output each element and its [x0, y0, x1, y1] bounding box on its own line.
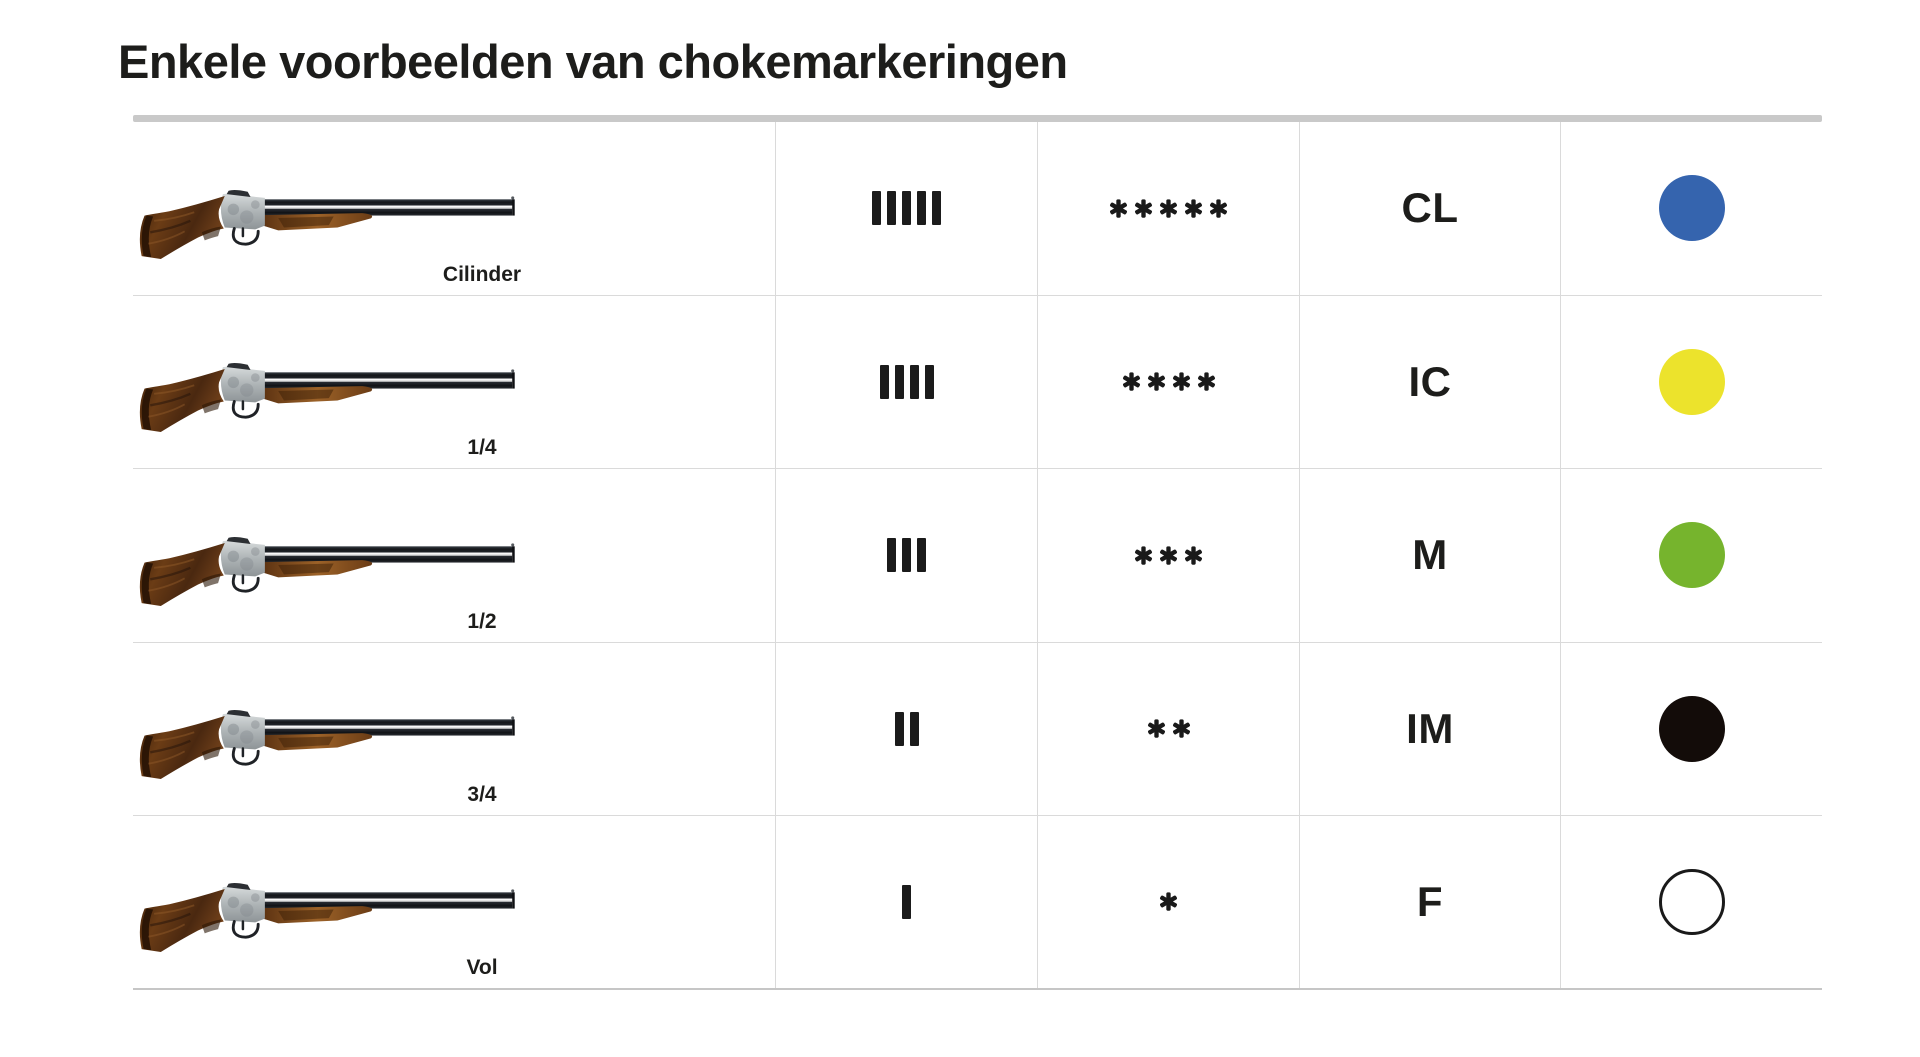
star-marks-icon: [1108, 198, 1229, 219]
table-row-threequarter: 3/4 IM: [133, 642, 1822, 816]
cell-code: F: [1299, 816, 1560, 988]
page-title: Enkele voorbeelden van chokemarkeringen: [118, 35, 1068, 88]
notch-bar-icon: [902, 884, 911, 919]
asterisk-icon: [1110, 199, 1127, 218]
cell-notches: [775, 122, 1037, 295]
color-dot-icon: [1658, 348, 1725, 415]
notch-marks-icon: [879, 364, 934, 399]
notch-bar-icon: [887, 538, 896, 573]
cell-stars: [1037, 816, 1299, 988]
cell-color: [1560, 295, 1822, 468]
star-marks-icon: [1133, 545, 1204, 566]
asterisk-icon: [1147, 719, 1165, 738]
cell-shotgun: Vol: [133, 816, 775, 988]
choke-code: IM: [1406, 704, 1454, 752]
notch-bar-icon: [932, 191, 941, 226]
choke-name-label: 1/2: [467, 609, 497, 633]
cell-stars: [1037, 122, 1299, 295]
asterisk-icon: [1160, 199, 1177, 218]
cell-notches: [775, 816, 1037, 988]
asterisk-icon: [1135, 546, 1152, 565]
cell-notches: [775, 469, 1037, 642]
cell-shotgun: 1/4: [133, 296, 775, 469]
asterisk-icon: [1172, 372, 1190, 391]
notch-bar-icon: [924, 364, 934, 399]
cell-color: [1560, 469, 1822, 642]
choke-code: F: [1416, 877, 1444, 925]
notch-marks-icon: [887, 538, 926, 573]
choke-name-label: Vol: [466, 955, 498, 979]
title-underline: [133, 115, 1822, 122]
cell-code: IC: [1299, 295, 1560, 468]
choke-code: M: [1412, 531, 1448, 579]
cell-notches: [775, 642, 1037, 815]
notch-marks-icon: [894, 711, 919, 746]
color-dot-icon: [1658, 522, 1725, 589]
asterisk-icon: [1185, 199, 1202, 218]
notch-bar-icon: [902, 191, 911, 226]
star-marks-icon: [1158, 891, 1179, 912]
table-row-cilinder: Cilinder CL: [133, 122, 1822, 296]
asterisk-icon: [1122, 372, 1140, 391]
choke-name-label: Cilinder: [442, 262, 522, 286]
notch-bar-icon: [917, 191, 926, 226]
choke-code: CL: [1401, 184, 1459, 232]
asterisk-icon: [1160, 546, 1177, 565]
cell-code: IM: [1299, 642, 1560, 815]
notch-bar-icon: [909, 711, 919, 746]
notch-bar-icon: [879, 364, 889, 399]
cell-color: [1560, 122, 1822, 295]
asterisk-icon: [1147, 372, 1165, 391]
notch-bar-icon: [894, 364, 904, 399]
notch-bar-icon: [887, 191, 896, 226]
cell-notches: [775, 295, 1037, 468]
asterisk-icon: [1197, 372, 1215, 391]
shotgun-image: [135, 346, 517, 434]
shotgun-image: [135, 693, 517, 781]
choke-name-label: 3/4: [467, 783, 497, 806]
asterisk-icon: [1172, 719, 1190, 738]
cell-stars: [1037, 642, 1299, 815]
shotgun-image: [135, 866, 517, 954]
cell-shotgun: 3/4: [133, 643, 775, 816]
asterisk-icon: [1210, 199, 1227, 218]
asterisk-icon: [1185, 546, 1202, 565]
notch-marks-icon: [872, 191, 941, 226]
table-row-vol: Vol F: [133, 816, 1822, 990]
cell-color: [1560, 642, 1822, 815]
cell-stars: [1037, 295, 1299, 468]
asterisk-icon: [1135, 199, 1152, 218]
cell-code: CL: [1299, 122, 1560, 295]
cell-shotgun: 1/2: [133, 469, 775, 642]
color-dot-icon: [1658, 868, 1725, 935]
star-marks-icon: [1121, 371, 1217, 392]
choke-name-label: 1/4: [467, 436, 497, 459]
cell-color: [1560, 816, 1822, 988]
choke-code: IC: [1408, 357, 1452, 405]
notch-marks-icon: [902, 884, 911, 919]
star-marks-icon: [1146, 718, 1192, 739]
shotgun-image: [135, 173, 517, 261]
table-row-quarter: 1/4 IC: [133, 295, 1822, 469]
notch-bar-icon: [909, 364, 919, 399]
notch-bar-icon: [917, 538, 926, 573]
shotgun-image: [135, 520, 517, 608]
cell-shotgun: Cilinder: [133, 122, 775, 295]
color-dot-icon: [1658, 175, 1725, 242]
cell-code: M: [1299, 469, 1560, 642]
table-row-half: 1/2 M: [133, 469, 1822, 643]
notch-bar-icon: [894, 711, 904, 746]
asterisk-icon: [1160, 892, 1177, 911]
color-dot-icon: [1658, 695, 1725, 762]
cell-stars: [1037, 469, 1299, 642]
notch-bar-icon: [902, 538, 911, 573]
notch-bar-icon: [872, 191, 881, 226]
choke-table: Cilinder CL 1/4: [133, 122, 1822, 990]
